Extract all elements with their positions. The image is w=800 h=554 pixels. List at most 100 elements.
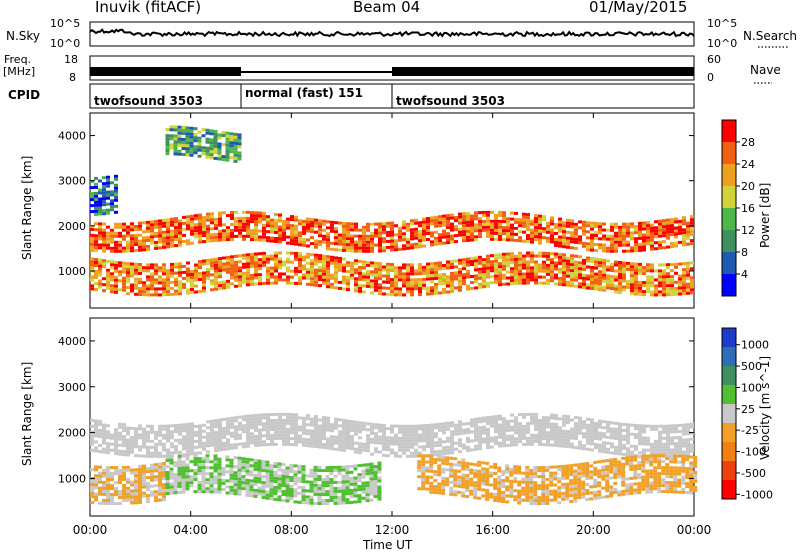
velocity-cell — [294, 422, 298, 426]
power-cell — [542, 269, 546, 273]
power-cell — [290, 269, 294, 273]
power-cell — [90, 210, 94, 214]
velocity-cell — [186, 446, 190, 450]
velocity-cell — [134, 439, 138, 443]
power-cell — [290, 218, 294, 222]
velocity-cell — [638, 439, 642, 443]
power-cell — [602, 264, 606, 268]
velocity-cell — [465, 477, 470, 480]
velocity-cell — [378, 429, 382, 433]
power-cell — [270, 239, 274, 243]
power-cell — [658, 219, 662, 223]
power-cell — [518, 236, 522, 240]
power-cell — [98, 209, 102, 213]
power-cell — [150, 235, 154, 239]
power-cell — [566, 230, 570, 234]
velocity-cell — [337, 495, 342, 499]
power-cell — [202, 259, 206, 263]
power-cell — [221, 158, 226, 162]
power-cell — [130, 240, 134, 244]
power-cell — [646, 275, 650, 279]
velocity-cell — [102, 501, 106, 505]
power-cell — [626, 225, 630, 229]
velocity-cell — [306, 441, 310, 445]
power-cell — [406, 240, 410, 244]
velocity-cell — [373, 477, 378, 481]
power-cell — [582, 223, 586, 227]
velocity-cell — [542, 419, 546, 423]
power-cell — [426, 271, 430, 275]
power-cell — [102, 283, 106, 287]
velocity-cell — [265, 463, 270, 467]
power-cell — [682, 237, 686, 241]
power-cell — [402, 235, 406, 239]
power-cell — [474, 286, 478, 290]
velocity-cell — [261, 484, 266, 488]
velocity-cell — [201, 469, 206, 473]
velocity-cell — [349, 500, 354, 504]
power-cell — [346, 237, 350, 241]
power-cell — [138, 269, 142, 272]
power-cell — [434, 218, 438, 222]
power-cell — [658, 228, 662, 232]
velocity-cell — [678, 441, 682, 445]
power-cell — [130, 274, 134, 278]
velocity-cell — [286, 433, 290, 437]
power-cell — [150, 229, 154, 233]
power-cell — [130, 234, 134, 238]
power-cell — [530, 275, 534, 279]
power-cell — [422, 229, 426, 233]
power-cell — [262, 211, 266, 215]
velocity-cell — [402, 445, 406, 449]
velocity-cell — [369, 489, 374, 493]
velocity-cell — [217, 472, 222, 476]
power-cell — [606, 268, 610, 272]
power-cell — [598, 276, 602, 280]
velocity-cell — [218, 424, 222, 428]
power-cell — [446, 232, 450, 236]
power-cell — [366, 269, 370, 273]
power-cell — [442, 223, 446, 227]
velocity-cell — [478, 417, 482, 421]
velocity-cell — [361, 463, 366, 467]
power-cell — [170, 265, 174, 269]
velocity-cell — [546, 422, 550, 426]
power-cell — [202, 286, 206, 290]
power-cell — [426, 238, 430, 241]
power-cell — [398, 229, 402, 233]
power-cell — [382, 228, 386, 232]
power-cell — [330, 276, 334, 280]
velocity-cell — [189, 460, 194, 464]
power-cell — [206, 230, 210, 234]
velocity-cell — [449, 462, 454, 466]
power-cell — [438, 224, 442, 228]
velocity-cell — [237, 492, 242, 496]
power-cell — [586, 221, 590, 225]
velocity-cell — [122, 438, 126, 442]
power-cell — [462, 276, 466, 280]
power-cell — [418, 245, 422, 249]
velocity-cell — [258, 437, 262, 441]
power-cell — [550, 273, 554, 277]
velocity-cell — [298, 416, 302, 420]
velocity-cell — [457, 463, 462, 467]
power-cell — [446, 260, 450, 264]
power-cell — [154, 222, 158, 226]
velocity-cell — [414, 436, 418, 440]
velocity-cell — [446, 424, 450, 428]
velocity-cell — [265, 484, 270, 488]
power-cell — [406, 290, 410, 294]
velocity-cell — [442, 428, 446, 432]
power-cell — [338, 242, 342, 246]
power-cell — [238, 278, 242, 282]
power-cell — [126, 277, 130, 281]
power-cell — [146, 238, 150, 242]
power-cell — [614, 240, 618, 244]
velocity-cell — [154, 430, 158, 434]
power-cell — [398, 272, 402, 276]
power-cell — [134, 240, 138, 243]
power-cell — [202, 234, 206, 238]
power-cell — [186, 279, 190, 283]
power-cell — [221, 134, 226, 138]
velocity-cell — [478, 444, 482, 448]
